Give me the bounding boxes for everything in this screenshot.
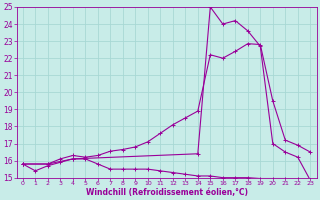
X-axis label: Windchill (Refroidissement éolien,°C): Windchill (Refroidissement éolien,°C) xyxy=(85,188,248,197)
